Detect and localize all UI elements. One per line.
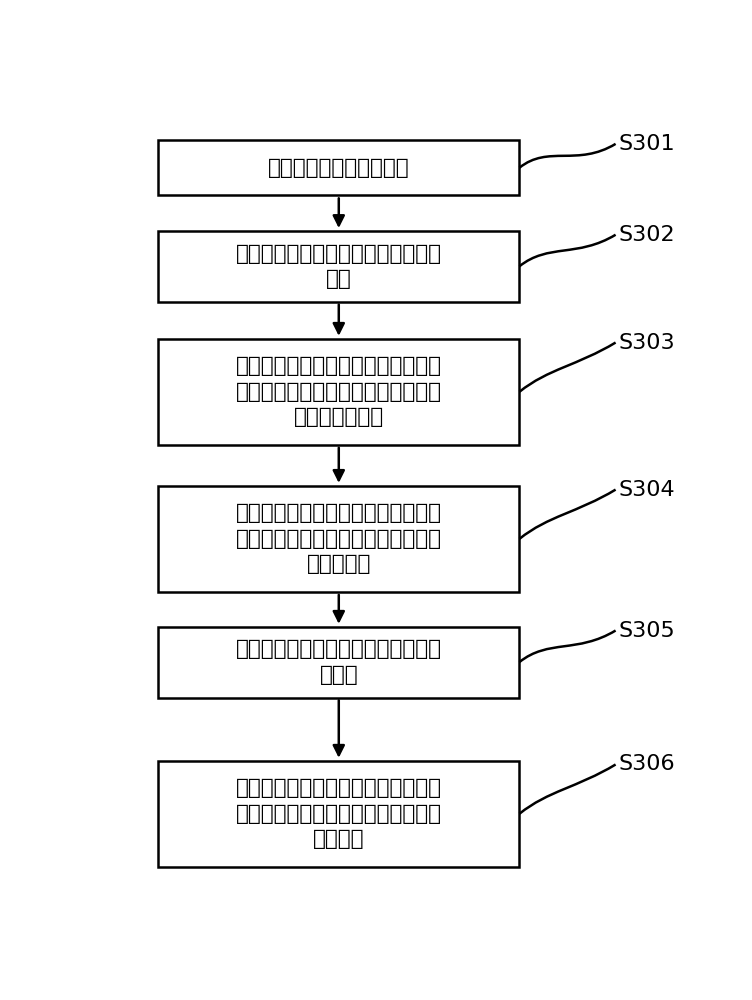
Text: S304: S304 [619, 480, 675, 500]
Text: 接收生产任务和生产指令: 接收生产任务和生产指令 [268, 158, 410, 178]
Text: 型信息: 型信息 [320, 665, 358, 685]
Text: S305: S305 [619, 621, 675, 641]
Text: 位置参数: 位置参数 [313, 829, 365, 849]
FancyBboxPatch shape [158, 761, 520, 867]
Text: 根据获取的生产机型信息从预存的生: 根据获取的生产机型信息从预存的生 [236, 356, 441, 376]
Text: S301: S301 [619, 134, 675, 154]
Text: 对应的位置: 对应的位置 [307, 554, 371, 574]
Text: S303: S303 [619, 333, 675, 353]
Text: 相应生产机型的位置参数更新为输入: 相应生产机型的位置参数更新为输入 [236, 804, 441, 824]
Text: 接收输入的位置参数和对应的生产机: 接收输入的位置参数和对应的生产机 [236, 639, 441, 659]
Text: 对应的位置参数: 对应的位置参数 [294, 407, 384, 427]
Text: 将生产机型与位置参数对应关系表中: 将生产机型与位置参数对应关系表中 [236, 778, 441, 798]
FancyBboxPatch shape [158, 140, 520, 195]
Text: 信息: 信息 [326, 269, 352, 289]
FancyBboxPatch shape [158, 339, 520, 445]
FancyBboxPatch shape [158, 231, 520, 302]
Text: 产机型与位置参数对应关系表中查找: 产机型与位置参数对应关系表中查找 [236, 382, 441, 402]
FancyBboxPatch shape [158, 486, 520, 592]
FancyBboxPatch shape [158, 627, 520, 698]
Text: S302: S302 [619, 225, 675, 245]
Text: 通过控制信号控制电机，以使电机驱: 通过控制信号控制电机，以使电机驱 [236, 503, 441, 523]
Text: S306: S306 [619, 754, 675, 774]
Text: 动相应机构调节到查找出的位置参数: 动相应机构调节到查找出的位置参数 [236, 529, 441, 549]
Text: 获取生产任务所涉及产品的生产机型: 获取生产任务所涉及产品的生产机型 [236, 244, 441, 264]
